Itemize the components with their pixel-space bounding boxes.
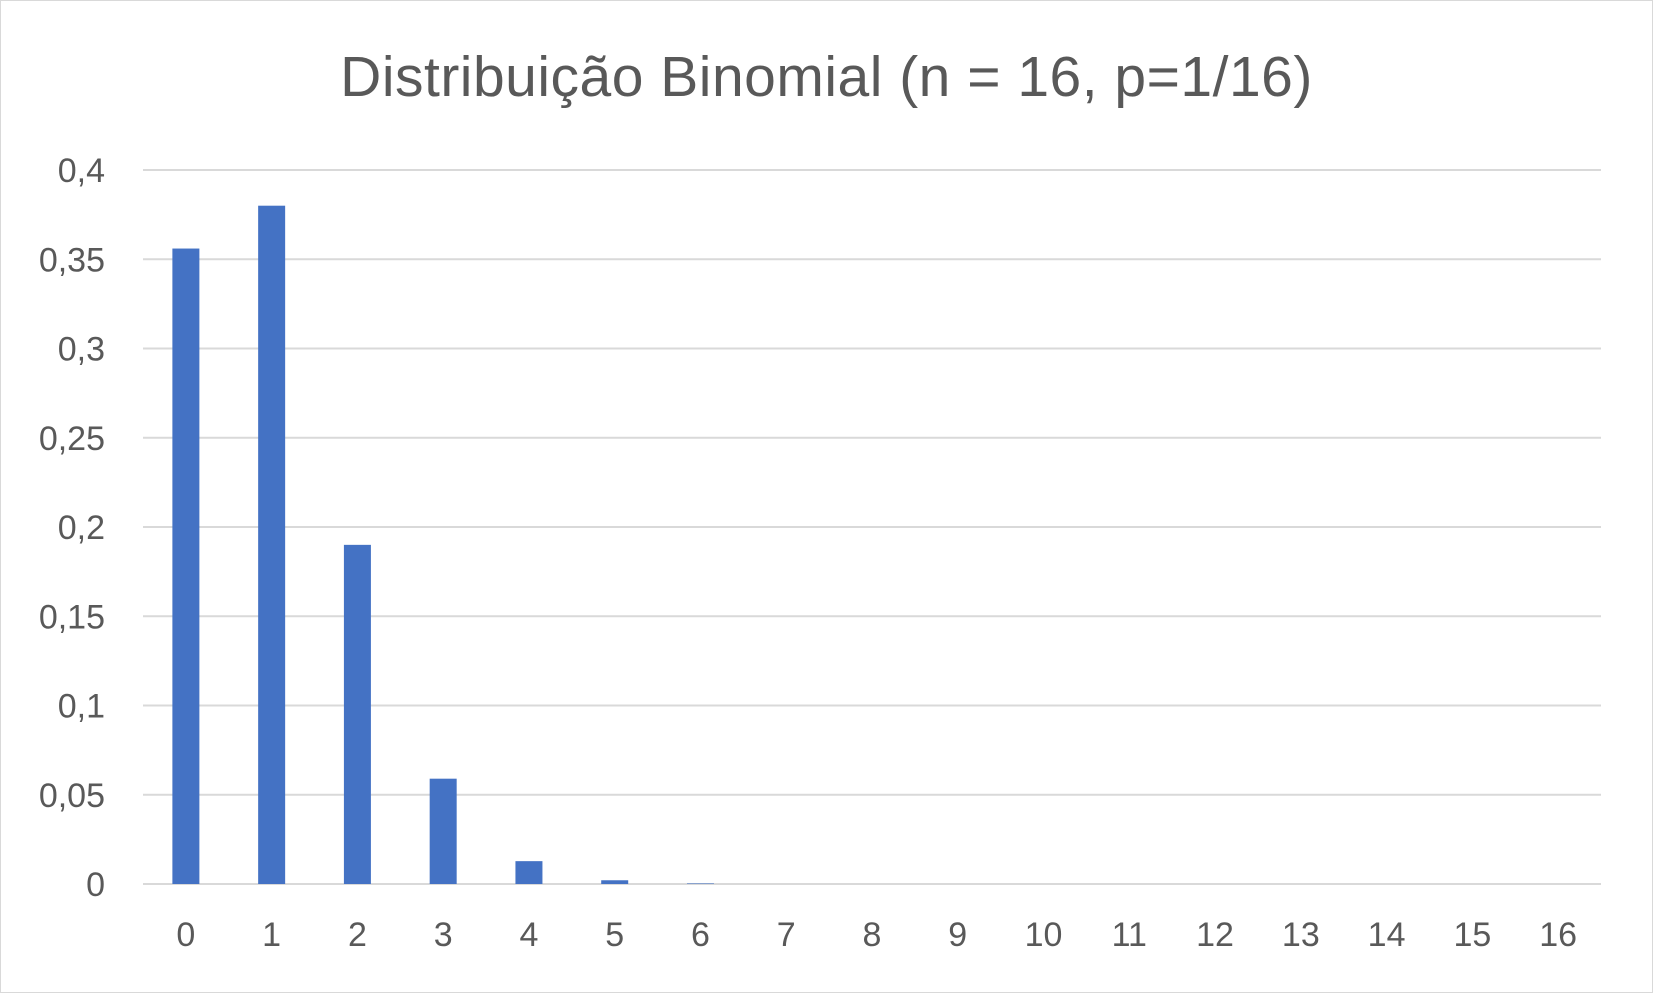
x-tick-label: 2 xyxy=(348,916,367,954)
y-tick-label: 0 xyxy=(86,866,105,904)
x-tick-label: 6 xyxy=(691,916,710,954)
y-axis-tick-labels: 0 0,05 0,1 0,15 0,2 0,25 0,3 0,35 0,4 xyxy=(39,152,105,904)
x-tick-label: 3 xyxy=(434,916,453,954)
y-tick-label: 0,15 xyxy=(39,598,105,636)
bar-2 xyxy=(343,544,371,884)
y-tick-label: 0,4 xyxy=(58,152,105,190)
x-tick-label: 1 xyxy=(262,916,281,954)
y-tick-label: 0,35 xyxy=(39,241,105,279)
x-tick-label: 14 xyxy=(1368,916,1406,954)
bar-0 xyxy=(172,248,200,885)
chart-title: Distribuição Binomial (n = 16, p=1/16) xyxy=(340,45,1313,109)
x-tick-label: 15 xyxy=(1453,916,1491,954)
y-tick-label: 0,05 xyxy=(39,777,105,815)
x-tick-label: 12 xyxy=(1196,916,1234,954)
y-tick-label: 0,2 xyxy=(58,509,105,547)
x-axis-tick-labels: 0 1 2 3 4 5 6 7 8 9 10 11 12 13 14 15 16 xyxy=(176,916,1577,954)
bar-6 xyxy=(686,883,714,884)
bar-3 xyxy=(429,778,457,884)
x-tick-label: 13 xyxy=(1282,916,1320,954)
bar-4 xyxy=(515,861,543,884)
x-tick-label: 4 xyxy=(519,916,538,954)
x-tick-label: 0 xyxy=(176,916,195,954)
x-tick-label: 7 xyxy=(777,916,796,954)
x-tick-label: 5 xyxy=(605,916,624,954)
x-tick-label: 8 xyxy=(863,916,882,954)
y-tick-label: 0,3 xyxy=(58,331,105,369)
x-tick-label: 9 xyxy=(948,916,967,954)
grid-lines xyxy=(143,169,1601,885)
bars xyxy=(172,205,714,885)
x-tick-label: 16 xyxy=(1539,916,1577,954)
y-tick-label: 0,1 xyxy=(58,688,105,726)
bar-1 xyxy=(258,205,286,884)
x-tick-label: 10 xyxy=(1025,916,1063,954)
x-tick-label: 11 xyxy=(1112,916,1147,954)
bar-5 xyxy=(601,880,629,884)
y-tick-label: 0,25 xyxy=(39,420,105,458)
